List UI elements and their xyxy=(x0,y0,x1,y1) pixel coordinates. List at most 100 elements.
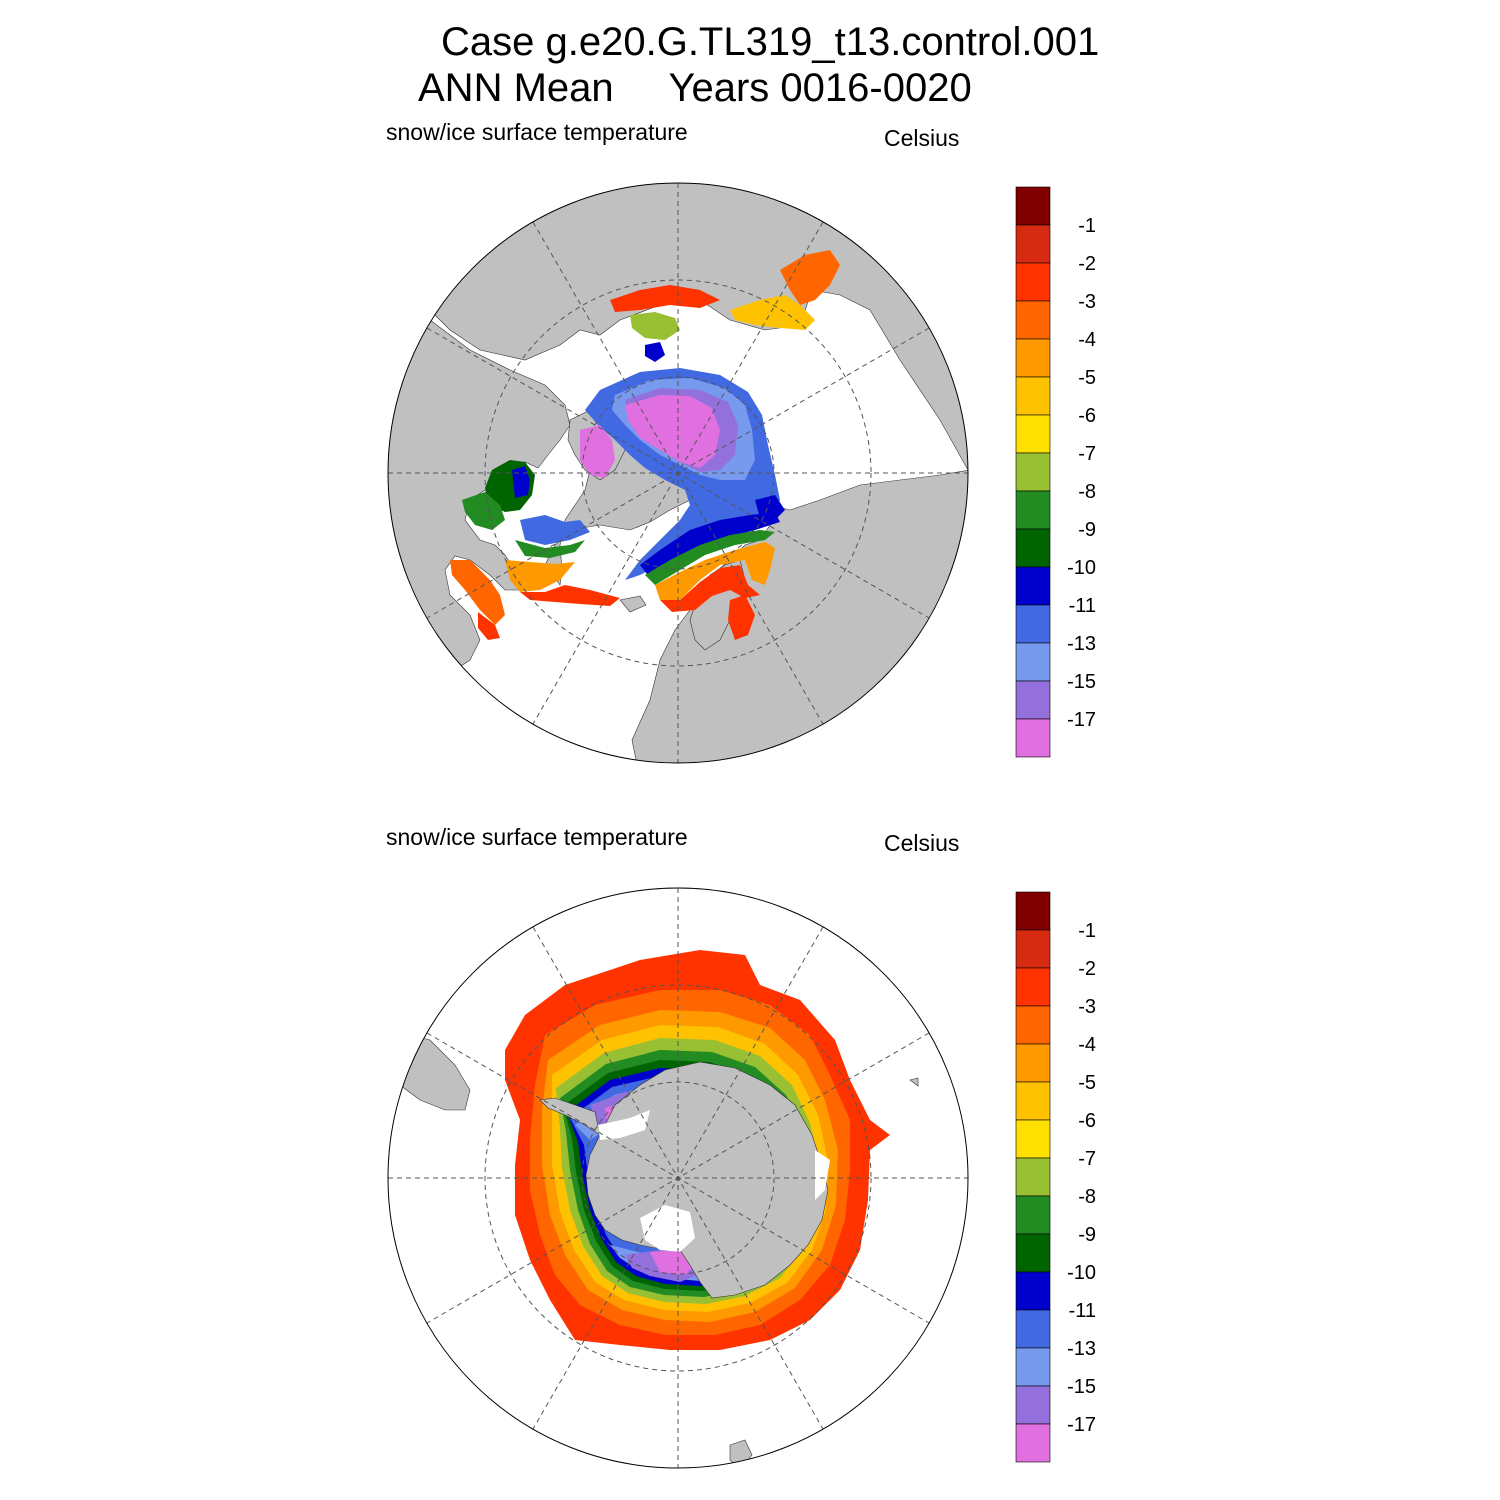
north-colorbar-swatch xyxy=(1015,224,1051,264)
north-ice-zone-pink xyxy=(625,395,720,468)
south-colorbar-label: -8 xyxy=(1078,1186,1096,1208)
north-ice-atlantic-edge-red xyxy=(660,565,760,612)
baffin-ice-orange xyxy=(505,560,575,592)
south-variable-label: snow/ice surface temperature xyxy=(386,824,688,850)
north-colorbar-label: -17 xyxy=(1067,709,1096,731)
north-colorbar-swatch xyxy=(1015,718,1051,758)
north-colorbar-label: -15 xyxy=(1067,671,1096,693)
north-colorbar-swatch xyxy=(1015,604,1051,644)
south-colorbar-label: -5 xyxy=(1078,1072,1096,1094)
bering-ice-red xyxy=(610,285,720,312)
south-colorbar-swatch xyxy=(1015,1309,1051,1349)
north-colorbar-swatch xyxy=(1015,338,1051,378)
south-colorbar-swatch xyxy=(1015,1423,1051,1463)
south-graticule xyxy=(388,888,968,1468)
north-map-border xyxy=(387,182,969,764)
north-colorbar-swatch xyxy=(1015,566,1051,606)
north-graticule xyxy=(388,183,968,763)
south-colorbar-label: -6 xyxy=(1078,1110,1096,1132)
labrador-ice-orange xyxy=(450,560,505,625)
north-ice-atlantic-edge-orange xyxy=(655,542,775,600)
north-colorbar-label: -13 xyxy=(1067,633,1096,655)
weddell-ice-shelf xyxy=(598,1110,650,1140)
bering-ice-green xyxy=(630,312,680,340)
kara-ice-blue xyxy=(755,495,785,520)
south-colorbar: -1 -2 -3 -4 -5 -6 -7 -8 -9 -10 -11 -13 -15 -17 xyxy=(1015,891,1096,1463)
north-variable-label: snow/ice surface temperature xyxy=(386,119,688,145)
south-colorbar-swatch xyxy=(1015,1005,1051,1045)
north-colorbar-label: -9 xyxy=(1078,519,1096,541)
hudson-bay-ice-blue xyxy=(512,466,530,498)
north-meridian-120 xyxy=(426,327,930,619)
labrador-ice-red xyxy=(478,612,500,640)
baffin-ice-blue xyxy=(520,515,590,545)
baltic-ice-red xyxy=(728,595,755,640)
figure-title-period: ANN Mean Years 0016-0020 xyxy=(418,66,972,110)
north-colorbar-label: -8 xyxy=(1078,481,1096,503)
south-meridian-120 xyxy=(426,1032,930,1324)
north-units-label: Celsius xyxy=(884,125,960,151)
north-polar-map xyxy=(387,182,969,764)
south-colorbar-label: -4 xyxy=(1078,1034,1096,1056)
north-colorbar-swatch xyxy=(1015,376,1051,416)
south-colorbar-label: -17 xyxy=(1067,1414,1096,1436)
north-colorbar: -1 -2 -3 -4 -5 -6 -7 -8 -9 -10 -11 -13 -15 -17 xyxy=(1015,186,1096,758)
north-colorbar-label: -7 xyxy=(1078,443,1096,465)
north-map-content xyxy=(388,183,968,763)
figure-title-case: Case g.e20.G.TL319_t13.control.001 xyxy=(441,20,1100,64)
south-colorbar-label: -2 xyxy=(1078,958,1096,980)
south-colorbar-swatch xyxy=(1015,1043,1051,1083)
south-colorbar-swatch xyxy=(1015,1081,1051,1121)
hudson-bay-ice-green xyxy=(462,492,505,530)
south-polar-map xyxy=(387,887,969,1469)
north-colorbar-label: -10 xyxy=(1067,557,1096,579)
north-colorbar-label: -2 xyxy=(1078,253,1096,275)
north-colorbar-swatch xyxy=(1015,490,1051,530)
north-sea-ice-field xyxy=(450,250,840,640)
baffin-ice-red xyxy=(520,585,620,606)
south-map-border xyxy=(387,887,969,1469)
bering-ice-darkblue xyxy=(645,342,665,362)
south-colorbar-label: -9 xyxy=(1078,1224,1096,1246)
okhotsk-ice-yellow xyxy=(730,295,815,330)
south-colorbar-label: -13 xyxy=(1067,1338,1096,1360)
okhotsk-ice-orange xyxy=(780,250,840,305)
north-colorbar-label: -1 xyxy=(1078,215,1096,237)
south-colorbar-swatch xyxy=(1015,967,1051,1007)
south-colorbar-swatch xyxy=(1015,929,1051,969)
south-colorbar-swatch xyxy=(1015,1157,1051,1197)
north-colorbar-label: -4 xyxy=(1078,329,1096,351)
south-units-label: Celsius xyxy=(884,830,960,856)
south-colorbar-swatch xyxy=(1015,1347,1051,1387)
north-colorbar-swatch xyxy=(1015,528,1051,568)
south-colorbar-label: -10 xyxy=(1067,1262,1096,1284)
north-colorbar-swatch xyxy=(1015,452,1051,492)
south-colorbar-swatch xyxy=(1015,1271,1051,1311)
ross-ice-shelf xyxy=(640,1205,695,1252)
north-colorbar-swatch xyxy=(1015,186,1051,226)
south-colorbar-label: -15 xyxy=(1067,1376,1096,1398)
south-colorbar-swatch xyxy=(1015,1119,1051,1159)
baffin-ice-green xyxy=(515,540,585,558)
north-colorbar-swatch xyxy=(1015,680,1051,720)
south-colorbar-swatch xyxy=(1015,891,1051,931)
south-colorbar-label: -1 xyxy=(1078,920,1096,942)
north-colorbar-label: -11 xyxy=(1069,595,1096,617)
amery-ice-shelf xyxy=(815,1150,830,1200)
south-colorbar-swatch xyxy=(1015,1233,1051,1273)
north-america-land xyxy=(388,279,571,701)
north-colorbar-swatch xyxy=(1015,414,1051,454)
south-colorbar-label: -11 xyxy=(1069,1300,1096,1322)
north-colorbar-swatch xyxy=(1015,642,1051,682)
south-colorbar-label: -3 xyxy=(1078,996,1096,1018)
south-georgia-land xyxy=(909,1077,919,1087)
south-parallel-70 xyxy=(484,984,872,1372)
north-colorbar-label: -6 xyxy=(1078,405,1096,427)
south-colorbar-swatch xyxy=(1015,1385,1051,1425)
iceland-land xyxy=(619,595,647,613)
north-colorbar-label: -5 xyxy=(1078,367,1096,389)
north-colorbar-swatch xyxy=(1015,262,1051,302)
south-colorbar-swatch xyxy=(1015,1195,1051,1235)
north-colorbar-label: -3 xyxy=(1078,291,1096,313)
